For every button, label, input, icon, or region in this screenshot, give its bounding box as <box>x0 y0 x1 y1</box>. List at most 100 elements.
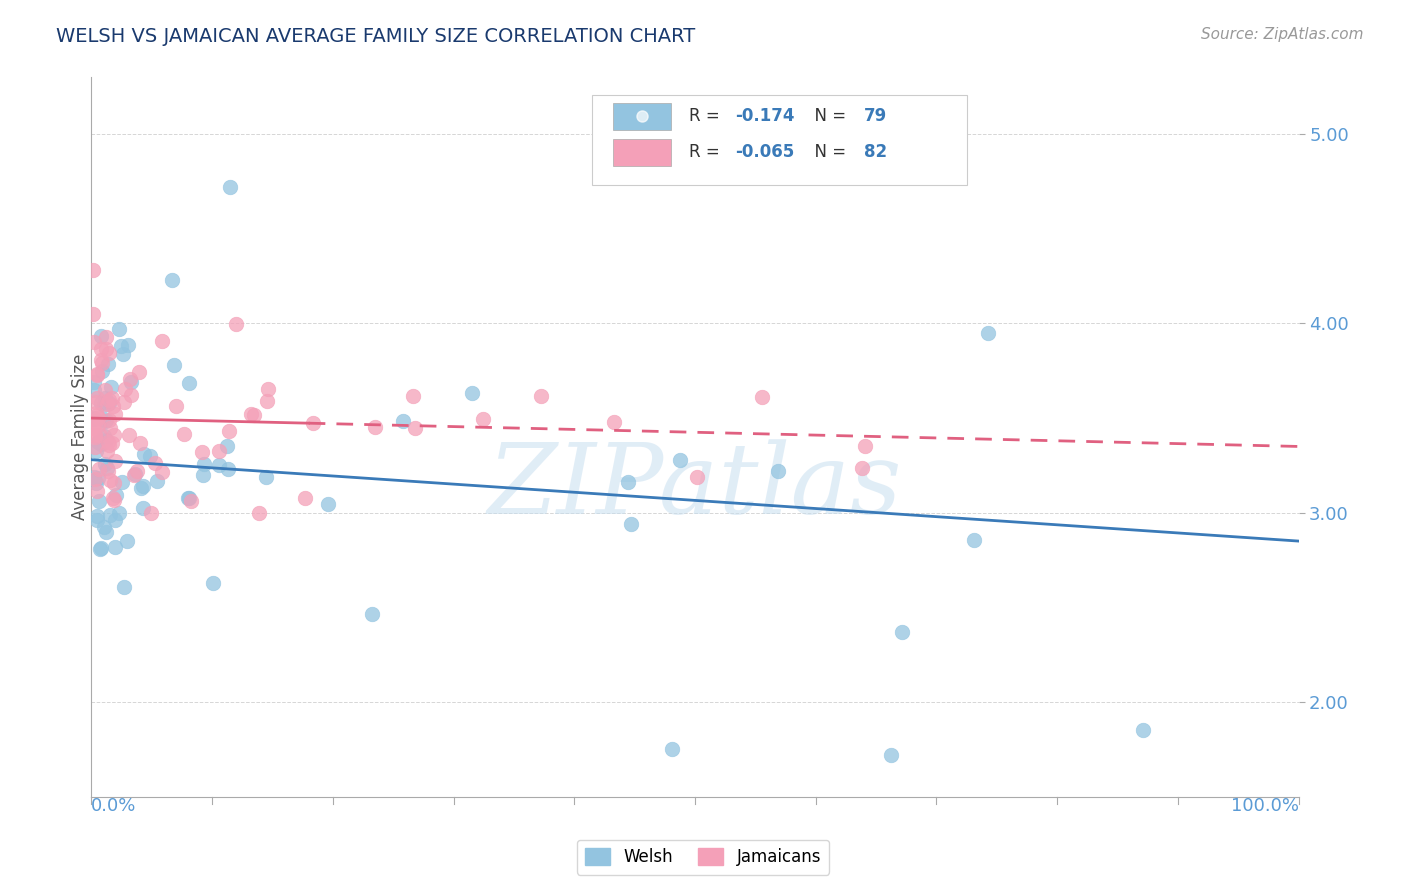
Point <box>617 475 640 490</box>
Point <box>179 376 201 390</box>
Point <box>83 335 105 350</box>
Point <box>87 435 110 450</box>
Point <box>851 461 873 475</box>
Point <box>132 447 155 461</box>
Point <box>124 467 146 481</box>
Point <box>93 519 115 533</box>
Point <box>96 397 118 411</box>
Point <box>163 358 186 372</box>
Point <box>101 400 124 414</box>
Point <box>294 491 316 505</box>
Point <box>101 491 124 505</box>
Point <box>90 364 112 378</box>
Text: -0.174: -0.174 <box>735 107 794 125</box>
Point <box>104 453 127 467</box>
Text: WELSH VS JAMAICAN AVERAGE FAMILY SIZE CORRELATION CHART: WELSH VS JAMAICAN AVERAGE FAMILY SIZE CO… <box>56 27 696 45</box>
Point <box>117 338 139 352</box>
Point <box>101 391 124 405</box>
Point <box>86 418 108 433</box>
Point <box>150 465 173 479</box>
Text: N =: N = <box>804 107 851 125</box>
Point <box>96 413 118 427</box>
Point <box>103 428 125 442</box>
Point <box>686 470 709 484</box>
Point <box>115 533 138 548</box>
Point <box>93 398 115 412</box>
Point <box>94 457 117 471</box>
Point <box>90 329 112 343</box>
Point <box>84 430 107 444</box>
Point <box>89 427 111 442</box>
Point <box>98 473 121 487</box>
Point <box>100 436 122 450</box>
Point <box>84 427 107 442</box>
Point <box>247 506 270 520</box>
Point <box>128 365 150 379</box>
Point <box>766 464 789 478</box>
Point <box>84 417 107 432</box>
Point <box>661 742 683 756</box>
Point <box>129 481 152 495</box>
Point <box>176 491 198 505</box>
Point <box>165 399 187 413</box>
Point <box>97 357 120 371</box>
Point <box>143 456 166 470</box>
Point <box>225 317 247 331</box>
Point <box>89 541 111 556</box>
Point <box>256 394 278 409</box>
Point <box>254 470 277 484</box>
Point <box>162 273 184 287</box>
Point <box>404 421 426 435</box>
Point <box>82 263 104 277</box>
Point <box>132 501 155 516</box>
Legend: Welsh, Jamaicans: Welsh, Jamaicans <box>576 840 830 875</box>
Point <box>103 492 125 507</box>
Point <box>96 461 118 475</box>
Point <box>316 497 339 511</box>
Point <box>86 367 108 381</box>
Point <box>193 457 215 471</box>
Point <box>120 388 142 402</box>
Point <box>257 382 280 396</box>
FancyBboxPatch shape <box>592 95 967 186</box>
Point <box>100 380 122 394</box>
Point <box>90 356 112 370</box>
Point <box>83 411 105 425</box>
Point <box>145 474 167 488</box>
Text: 100.0%: 100.0% <box>1230 797 1299 814</box>
Point <box>191 445 214 459</box>
Point <box>89 462 111 476</box>
Point <box>118 427 141 442</box>
Point <box>112 347 135 361</box>
Point <box>86 391 108 405</box>
Point <box>97 435 120 450</box>
Point <box>86 483 108 498</box>
Point <box>751 390 773 404</box>
Point <box>112 395 135 409</box>
Point <box>98 413 121 427</box>
Text: Source: ZipAtlas.com: Source: ZipAtlas.com <box>1201 27 1364 42</box>
Point <box>219 180 242 194</box>
Point <box>83 375 105 389</box>
Point <box>110 475 132 490</box>
Point <box>891 625 914 640</box>
Point <box>90 541 112 556</box>
Point <box>471 412 494 426</box>
Point <box>218 424 240 438</box>
Point <box>208 458 231 472</box>
Text: ZIPatlas: ZIPatlas <box>488 440 903 535</box>
Point <box>96 444 118 458</box>
Point <box>86 508 108 523</box>
Point <box>94 329 117 343</box>
Point <box>97 346 120 360</box>
Point <box>96 342 118 356</box>
Point <box>240 407 263 421</box>
Point <box>90 353 112 368</box>
Point <box>392 414 415 428</box>
Point <box>87 470 110 484</box>
Point <box>215 439 238 453</box>
Point <box>84 406 107 420</box>
Point <box>94 524 117 539</box>
Point <box>93 391 115 405</box>
Point <box>114 383 136 397</box>
